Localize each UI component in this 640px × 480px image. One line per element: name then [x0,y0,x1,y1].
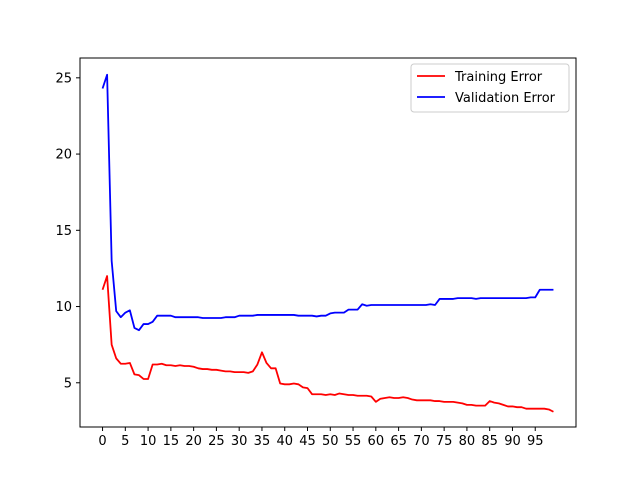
x-tick-label: 90 [504,434,521,449]
y-tick-label: 10 [55,300,72,315]
legend-label-validation-error: Validation Error [455,91,556,106]
y-tick-label: 25 [55,71,72,86]
x-tick-label: 95 [527,434,544,449]
x-tick-label: 20 [185,434,202,449]
x-tick-label: 35 [254,434,271,449]
y-axis-ticks: 5 10 15 20 25 [55,71,80,391]
x-tick-label: 0 [98,434,106,449]
legend-label-training-error: Training Error [454,70,543,85]
x-tick-label: 5 [121,434,129,449]
x-tick-label: 60 [368,434,385,449]
plot-frame [79,57,577,428]
series-line-training-error [101,275,554,413]
series-layer [101,73,554,413]
y-tick-label: 5 [64,376,72,391]
y-tick-label: 15 [55,224,72,239]
x-tick-label: 30 [231,434,248,449]
x-tick-label: 85 [481,434,498,449]
legend-box [410,63,570,113]
x-tick-label: 50 [322,434,339,449]
x-tick-label: 75 [436,434,453,449]
x-tick-label: 55 [345,434,362,449]
x-tick-label: 45 [299,434,316,449]
y-tick-label: 20 [55,148,72,163]
plot-area [80,58,576,427]
legend: Training Error Validation Error [410,63,570,113]
series-line-validation-error [101,73,554,332]
x-tick-label: 70 [413,434,430,449]
x-axis-ticks: 0 5 10 15 20 25 30 35 40 45 50 55 60 65 70 75 80 85 90 95 [98,427,544,449]
x-tick-label: 40 [276,434,293,449]
x-tick-label: 10 [140,434,157,449]
x-tick-label: 80 [459,434,476,449]
x-tick-label: 25 [208,434,225,449]
x-tick-label: 15 [163,434,180,449]
x-tick-label: 65 [390,434,407,449]
